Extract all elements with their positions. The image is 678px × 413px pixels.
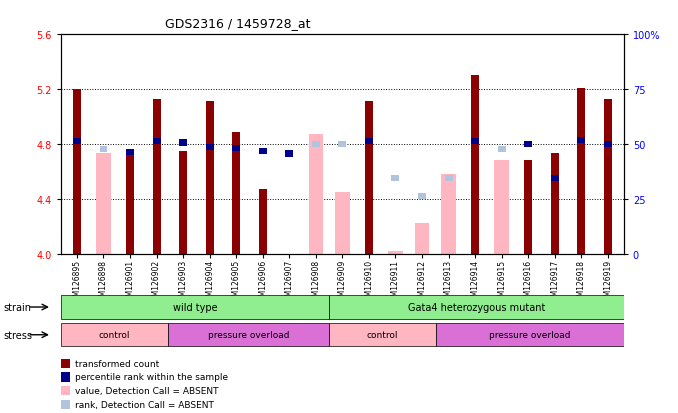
Text: strain: strain bbox=[3, 302, 31, 312]
Bar bbox=[153, 139, 161, 145]
Bar bbox=[441, 175, 456, 254]
Bar bbox=[471, 139, 479, 145]
Text: pressure overload: pressure overload bbox=[208, 330, 290, 339]
Text: pressure overload: pressure overload bbox=[490, 330, 571, 339]
Bar bbox=[168, 323, 329, 347]
Text: control: control bbox=[367, 330, 399, 339]
Bar bbox=[126, 156, 134, 254]
Text: rank, Detection Call = ABSENT: rank, Detection Call = ABSENT bbox=[75, 400, 214, 409]
Text: control: control bbox=[99, 330, 130, 339]
Bar bbox=[259, 190, 266, 254]
Bar bbox=[153, 100, 161, 254]
Text: GDS2316 / 1459728_at: GDS2316 / 1459728_at bbox=[165, 17, 310, 30]
Bar bbox=[61, 323, 168, 347]
Bar bbox=[551, 176, 559, 182]
Bar bbox=[494, 161, 509, 254]
Bar bbox=[524, 161, 532, 254]
Text: Gata4 heterozygous mutant: Gata4 heterozygous mutant bbox=[407, 302, 545, 312]
Bar bbox=[391, 176, 399, 182]
Bar bbox=[338, 142, 346, 147]
Text: transformed count: transformed count bbox=[75, 359, 159, 368]
Bar bbox=[126, 150, 134, 156]
Bar bbox=[61, 296, 329, 319]
Bar bbox=[329, 296, 624, 319]
Bar bbox=[285, 151, 294, 157]
Bar bbox=[365, 139, 373, 145]
Bar bbox=[415, 224, 429, 254]
Text: wild type: wild type bbox=[173, 302, 218, 312]
Text: value, Detection Call = ABSENT: value, Detection Call = ABSENT bbox=[75, 386, 219, 395]
Bar bbox=[524, 142, 532, 147]
Bar bbox=[365, 102, 373, 254]
Text: percentile rank within the sample: percentile rank within the sample bbox=[75, 373, 228, 382]
Bar bbox=[96, 154, 111, 254]
Bar bbox=[551, 154, 559, 254]
Bar bbox=[436, 323, 624, 347]
Bar bbox=[205, 102, 214, 254]
Bar bbox=[100, 147, 108, 153]
Bar bbox=[418, 193, 426, 199]
Bar bbox=[335, 192, 350, 254]
Bar bbox=[259, 148, 266, 154]
Bar bbox=[285, 254, 294, 261]
Bar bbox=[179, 152, 187, 254]
Bar bbox=[233, 145, 240, 152]
Bar bbox=[308, 135, 323, 254]
Text: stress: stress bbox=[3, 330, 33, 340]
Bar bbox=[205, 144, 214, 150]
Bar bbox=[179, 140, 187, 146]
Bar bbox=[445, 176, 452, 182]
Bar bbox=[233, 132, 240, 254]
Bar bbox=[312, 142, 320, 147]
Bar bbox=[604, 100, 612, 254]
Bar bbox=[577, 138, 585, 144]
Bar bbox=[329, 323, 436, 347]
Bar bbox=[604, 142, 612, 147]
Bar bbox=[388, 251, 403, 254]
Bar bbox=[73, 90, 81, 254]
Bar bbox=[577, 88, 585, 254]
Bar bbox=[498, 147, 506, 153]
Bar bbox=[73, 139, 81, 145]
Bar bbox=[471, 76, 479, 254]
